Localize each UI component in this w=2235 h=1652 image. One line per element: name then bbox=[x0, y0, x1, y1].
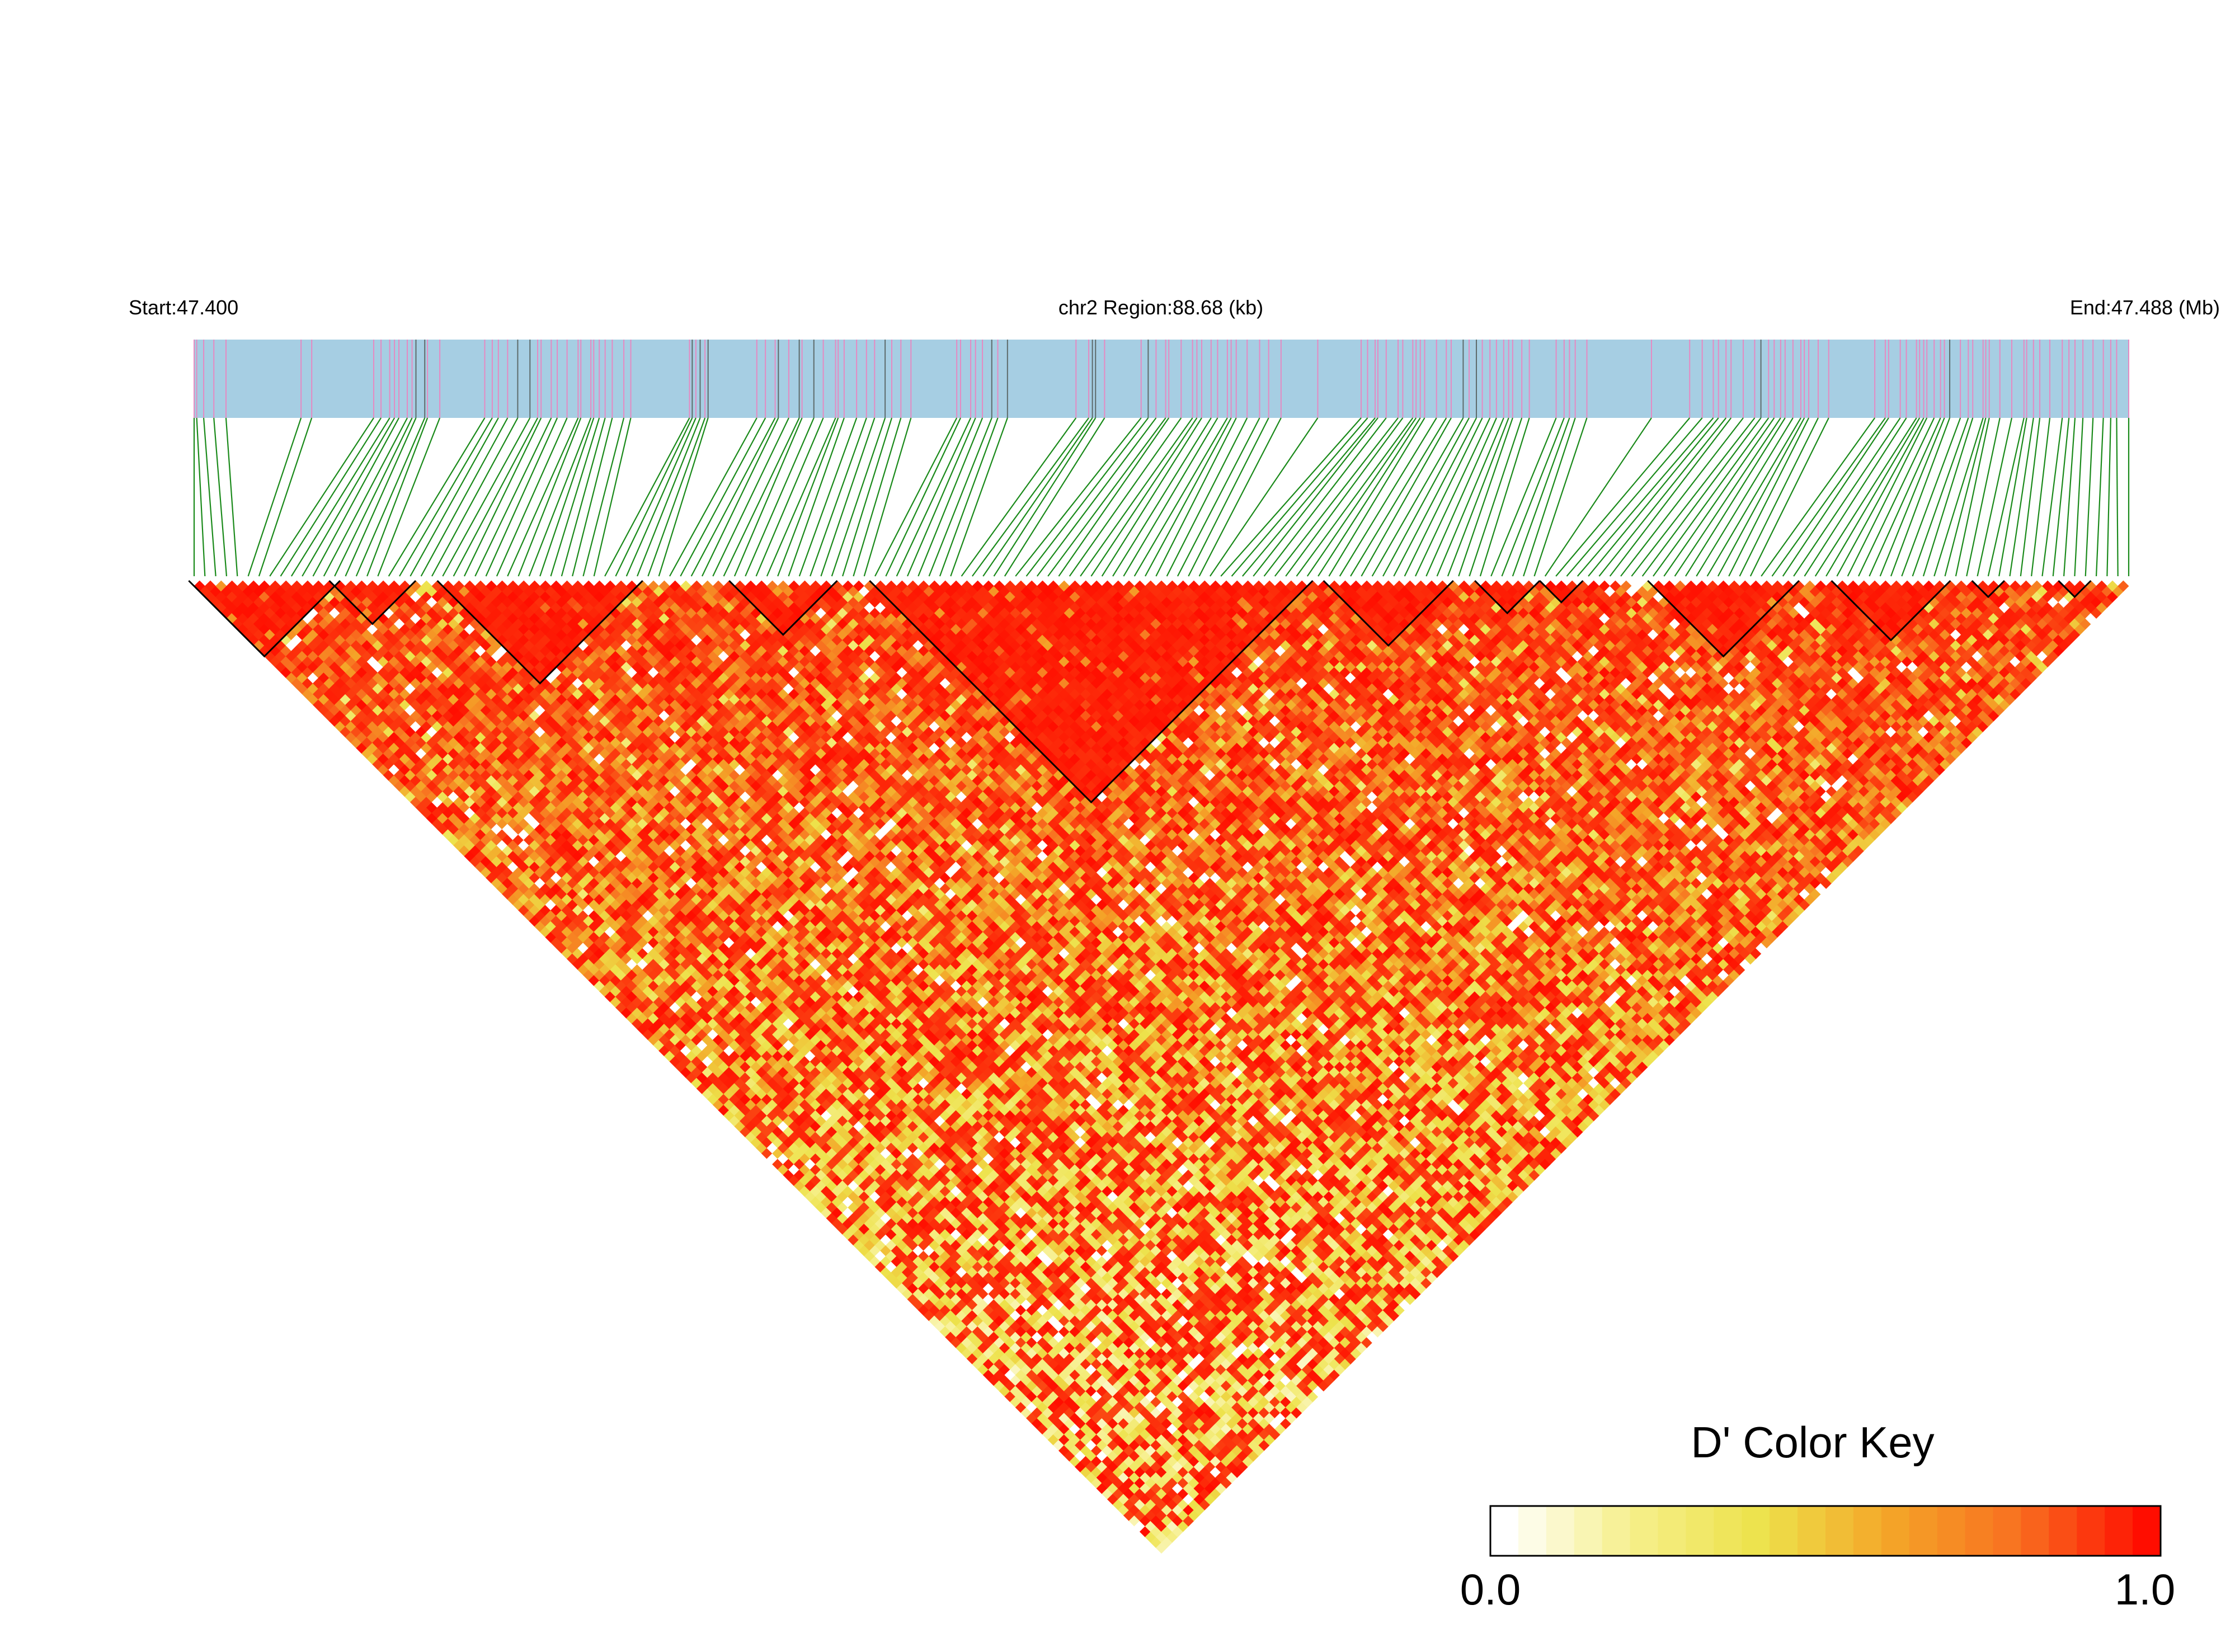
snp-connector-line bbox=[2074, 418, 2083, 576]
snp-connector-line bbox=[486, 418, 557, 576]
snp-connector-line bbox=[399, 418, 492, 576]
snp-connector-line bbox=[1794, 418, 1900, 576]
snp-connector-line bbox=[2116, 418, 2118, 576]
snp-connector-line bbox=[594, 418, 631, 576]
snp-connector-line bbox=[1804, 418, 1906, 576]
snp-connector-line bbox=[432, 418, 517, 576]
region-title: chr2 Region:88.68 (kb) bbox=[1058, 296, 1263, 319]
snp-connector-line bbox=[724, 418, 799, 576]
snp-connector-line bbox=[1070, 418, 1181, 576]
snp-connector-line bbox=[1643, 418, 1761, 576]
snp-position-track bbox=[194, 340, 2129, 418]
snp-connector-line bbox=[2096, 418, 2104, 576]
snp-connector-line bbox=[2107, 418, 2111, 576]
snp-connector-line bbox=[1264, 418, 1386, 576]
snp-connector-line bbox=[1210, 418, 1318, 576]
snp-connector-line bbox=[627, 418, 696, 576]
snp-connector-line bbox=[2031, 418, 2050, 576]
snp-connector-line bbox=[1502, 418, 1564, 576]
snp-connector-line bbox=[389, 418, 485, 576]
snp-connector-line bbox=[2086, 418, 2093, 576]
snp-connector-line bbox=[615, 418, 692, 576]
snp-connector-line bbox=[335, 418, 412, 576]
snp-connector-line bbox=[1599, 418, 1726, 576]
snp-connector-line bbox=[659, 418, 708, 576]
snp-connector-line bbox=[197, 418, 205, 576]
snp-connector-line bbox=[1015, 418, 1141, 576]
snp-connector-line bbox=[2053, 418, 2069, 576]
snp-connector-line bbox=[464, 418, 541, 576]
snp-connector-line bbox=[929, 418, 992, 576]
snp-connector-line bbox=[1329, 418, 1424, 576]
snp-connector-line bbox=[1221, 418, 1361, 576]
snp-connector-line bbox=[1307, 418, 1416, 576]
snp-connector-line bbox=[1232, 418, 1368, 576]
snp-connector-line bbox=[1167, 418, 1248, 576]
snp-connector-line bbox=[248, 418, 302, 576]
snp-connector-line bbox=[756, 418, 824, 576]
snp-connector-line bbox=[1470, 418, 1522, 576]
snp-connector-line bbox=[907, 418, 976, 576]
snp-connector-line bbox=[1858, 418, 1934, 576]
snp-connector-lines bbox=[194, 418, 2129, 576]
snp-connector-line bbox=[2064, 418, 2075, 576]
region-end-label: End:47.488 (Mb) bbox=[2070, 296, 2220, 319]
snp-connector-line bbox=[367, 418, 427, 576]
snp-connector-line bbox=[1491, 418, 1556, 576]
snp-connector-line bbox=[2042, 418, 2062, 576]
snp-connector-line bbox=[1664, 418, 1774, 576]
snp-connector-line bbox=[214, 418, 227, 576]
region-start-label: Start:47.400 bbox=[129, 296, 238, 319]
snp-connector-line bbox=[1707, 418, 1801, 576]
snp-connector-line bbox=[1588, 418, 1719, 576]
snp-connector-line bbox=[1675, 418, 1781, 576]
snp-connector-line bbox=[789, 418, 844, 576]
snp-connector-line bbox=[291, 418, 390, 576]
snp-connector-line bbox=[1351, 418, 1446, 576]
snp-connector-line bbox=[886, 418, 961, 576]
snp-connector-line bbox=[519, 418, 581, 576]
snp-connector-line bbox=[918, 418, 982, 576]
snp-connector-line bbox=[421, 418, 508, 576]
snp-connector-line bbox=[1318, 418, 1420, 576]
snp-connector-line bbox=[1686, 418, 1785, 576]
snp-connector-line bbox=[1253, 418, 1378, 576]
snp-connector-line bbox=[204, 418, 216, 576]
snp-connector-line bbox=[1199, 418, 1281, 576]
snp-connector-line bbox=[378, 418, 440, 576]
snp-connector-line bbox=[454, 418, 538, 576]
snp-connector-line bbox=[1729, 418, 1809, 576]
snp-connector-line bbox=[497, 418, 567, 576]
snp-connector-line bbox=[1523, 418, 1575, 576]
ld-triangle bbox=[194, 581, 2129, 1554]
snp-connector-line bbox=[1956, 418, 1989, 576]
snp-connector-line bbox=[1556, 418, 1690, 576]
snp-connector-line bbox=[226, 418, 237, 576]
snp-connector-line bbox=[1188, 418, 1268, 576]
snp-connector-line bbox=[1815, 418, 1917, 576]
snp-connector-line bbox=[529, 418, 591, 576]
snp-connector-line bbox=[691, 418, 775, 576]
snp-connector-line bbox=[735, 418, 802, 576]
snp-connector-line bbox=[410, 418, 498, 576]
snp-connector-line bbox=[1718, 418, 1804, 576]
snp-connector-line bbox=[680, 418, 765, 576]
snp-connector-line bbox=[1275, 418, 1398, 576]
snp-connector-line bbox=[745, 418, 814, 576]
snp-connector-line bbox=[1880, 418, 1945, 576]
snp-connector-line bbox=[1848, 418, 1927, 576]
